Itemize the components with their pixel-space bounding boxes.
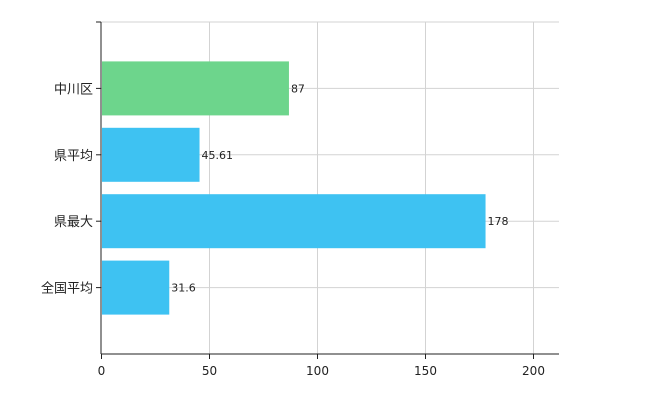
x-ticks: 0 50 100 150 200 — [98, 354, 545, 378]
category-label: 中川区 — [54, 82, 93, 97]
bar — [102, 61, 289, 116]
category-label: 県平均 — [54, 149, 93, 164]
bar — [102, 127, 200, 182]
data-label: 45.61 — [202, 149, 234, 162]
x-tick-label: 100 — [306, 364, 329, 378]
bar — [102, 260, 170, 315]
category-label: 全国平均 — [41, 281, 93, 297]
bars — [102, 61, 486, 315]
data-label: 178 — [488, 215, 509, 228]
x-tick-label: 50 — [202, 364, 217, 378]
data-label: 87 — [291, 82, 305, 95]
data-label: 31.6 — [171, 282, 196, 295]
axes — [96, 21, 559, 355]
x-tick-label: 150 — [414, 364, 437, 378]
x-tick-label: 200 — [522, 364, 545, 378]
data-labels: 87 45.61 178 31.6 — [171, 82, 508, 294]
bar — [102, 194, 486, 249]
x-tick-label: 0 — [98, 364, 106, 378]
category-label: 県最大 — [54, 215, 93, 230]
